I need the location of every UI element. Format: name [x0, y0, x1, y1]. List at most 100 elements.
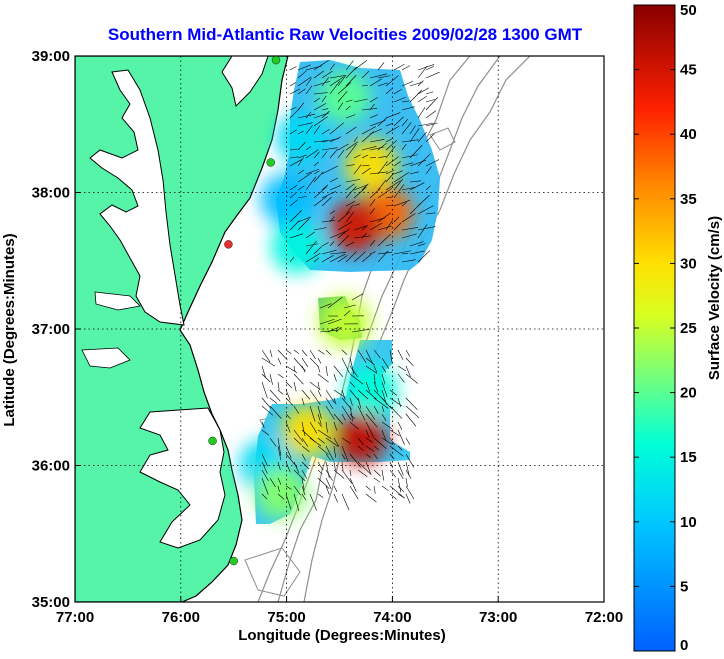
velocity-arrow: [425, 212, 436, 215]
velocity-arrow: [313, 227, 327, 231]
velocity-arrow: [261, 461, 268, 474]
velocity-arrow: [425, 99, 435, 103]
velocity-arrow: [301, 349, 308, 357]
velocity-arrow: [345, 179, 361, 183]
velocity-arrow: [269, 437, 277, 447]
isobath-line: [303, 56, 531, 602]
velocity-arrow: [305, 231, 315, 239]
colorbar-tick-label: 5: [680, 578, 688, 595]
velocity-arrow: [329, 122, 344, 135]
velocity-arrow: [425, 166, 432, 175]
velocity-arrow: [329, 252, 347, 255]
velocity-arrow: [365, 365, 378, 374]
velocity-arrow: [261, 477, 269, 495]
velocity-arrow: [417, 243, 426, 247]
velocity-arrow: [385, 180, 401, 191]
velocity-arrow: [377, 161, 388, 175]
velocity-arrow: [357, 389, 369, 400]
velocity-arrow: [417, 96, 427, 103]
velocity-arrow: [261, 453, 268, 467]
velocity-arrow: [405, 477, 408, 487]
velocity-arrow: [317, 477, 330, 489]
velocity-arrow: [381, 397, 392, 409]
velocity-arrow: [293, 469, 306, 482]
velocity-arrow: [325, 437, 338, 447]
velocity-arrow: [401, 143, 407, 151]
velocity-arrow: [401, 227, 419, 231]
velocity-arrow: [417, 226, 436, 231]
velocity-arrow: [409, 125, 416, 135]
velocity-arrow: [333, 485, 338, 493]
velocity-arrow: [377, 225, 392, 231]
velocity-arrow: [361, 225, 368, 231]
velocity-arrow: [345, 75, 357, 87]
velocity-arrow: [325, 365, 328, 376]
velocity-arrow: [327, 296, 343, 309]
velocity-arrow: [353, 154, 361, 159]
velocity-arrow: [317, 469, 323, 475]
velocity-arrow: [365, 381, 371, 393]
velocity-arrow: [385, 137, 394, 143]
velocity-arrow: [289, 210, 302, 223]
velocity-arrow: [269, 477, 276, 488]
velocity-arrow: [333, 461, 336, 471]
velocity-arrow: [337, 221, 353, 231]
velocity-arrow: [405, 373, 418, 384]
velocity-arrow: [277, 357, 282, 365]
velocity-arrow: [325, 421, 328, 433]
velocity-arrow: [321, 95, 327, 103]
velocity-arrow: [345, 143, 357, 159]
velocity-arrow: [305, 125, 313, 135]
velocity-arrow: [401, 154, 418, 159]
velocity-arrow: [417, 106, 426, 119]
velocity-arrow: [297, 195, 308, 199]
velocity-arrow: [377, 234, 391, 247]
velocity-arrow: [309, 405, 316, 422]
y-tick-label: 38:00: [32, 185, 70, 202]
velocity-arrow: [381, 469, 385, 481]
velocity-arrow: [297, 185, 305, 191]
velocity-arrow: [361, 253, 372, 263]
velocity-arrow: [373, 469, 381, 477]
velocity-arrow: [261, 357, 276, 367]
velocity-arrow: [397, 373, 405, 383]
velocity-arrow: [365, 445, 375, 452]
velocity-arrow: [349, 381, 356, 388]
velocity-cell: [260, 173, 313, 226]
velocity-cell: [276, 111, 329, 164]
velocity-arrow: [333, 397, 337, 405]
velocity-arrow: [313, 171, 324, 183]
velocity-arrow: [277, 485, 280, 492]
velocity-arrow: [349, 413, 356, 420]
velocity-arrow: [285, 381, 293, 389]
velocity-arrow: [373, 381, 379, 393]
velocity-arrow: [261, 405, 274, 416]
velocity-arrow: [341, 445, 349, 462]
velocity-arrow: [341, 461, 344, 471]
velocity-arrow: [277, 349, 288, 361]
velocity-arrow: [317, 413, 322, 425]
velocity-arrow: [405, 493, 411, 504]
velocity-arrow: [285, 461, 291, 473]
velocity-arrow: [305, 111, 312, 119]
velocity-arrow: [365, 437, 374, 443]
velocity-arrow: [333, 445, 336, 458]
velocity-arrow: [321, 219, 336, 223]
velocity-arrow: [345, 201, 356, 207]
velocity-arrow: [405, 437, 411, 445]
velocity-arrow: [333, 469, 345, 479]
velocity-arrow: [317, 373, 329, 383]
velocity-arrow: [401, 106, 415, 111]
velocity-arrow: [425, 91, 434, 95]
velocity-arrow: [401, 122, 412, 135]
velocity-cell: [318, 296, 371, 349]
velocity-arrow: [297, 172, 312, 183]
x-axis-label: Longitude (Degrees:Minutes): [238, 627, 446, 644]
velocity-arrow: [349, 389, 360, 402]
velocity-arrow: [329, 136, 342, 143]
station-marker: [224, 240, 233, 249]
x-tick-label: 74:00: [373, 609, 411, 626]
velocity-arrow: [385, 220, 393, 231]
velocity-arrow: [293, 349, 300, 354]
velocity-arrow: [297, 102, 305, 111]
